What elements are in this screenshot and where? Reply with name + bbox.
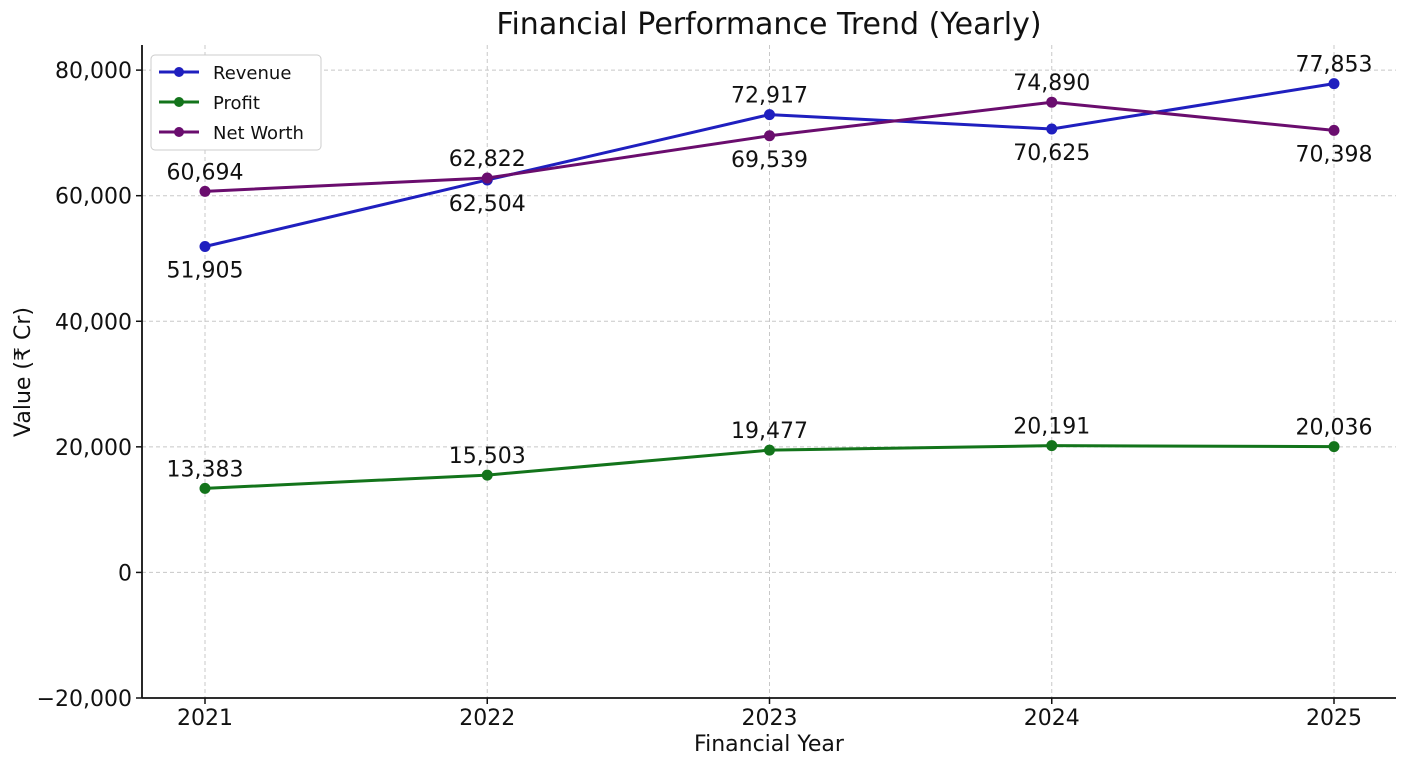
x-tick-label: 2021 xyxy=(177,706,233,731)
legend-revenue-label: Revenue xyxy=(213,63,291,84)
net-worth-data-label: 62,822 xyxy=(449,147,526,172)
profit-data-label: 15,503 xyxy=(449,444,526,469)
grid xyxy=(142,45,1396,698)
net-worth-data-label: 60,694 xyxy=(167,160,244,185)
legend-box xyxy=(150,54,322,151)
profit-point xyxy=(199,482,211,494)
revenue-data-label: 77,853 xyxy=(1296,53,1373,78)
net-worth-point xyxy=(199,185,211,197)
revenue-data-label: 62,504 xyxy=(449,192,526,217)
revenue-data-label: 72,917 xyxy=(731,84,808,109)
profit-data-label: 13,383 xyxy=(167,457,244,482)
legend-profit-marker xyxy=(174,97,184,107)
data-labels: 51,905 62,504 72,917 70,625 77,853 13,383 15,5… xyxy=(167,53,1373,483)
x-tick-label: 2024 xyxy=(1024,706,1080,731)
profit-data-label: 20,036 xyxy=(1296,416,1373,441)
revenue-point xyxy=(764,109,775,121)
y-tick-label: 20,000 xyxy=(55,436,132,461)
legend-profit-label: Profit xyxy=(213,93,260,114)
y-tick-label: −20,000 xyxy=(37,687,132,712)
net-worth-point xyxy=(1328,124,1340,136)
series-layer xyxy=(199,78,1340,494)
x-tick-label: 2023 xyxy=(742,706,798,731)
revenue-point xyxy=(1328,78,1340,90)
profit-point xyxy=(481,469,493,481)
y-tick-label: 60,000 xyxy=(55,185,132,210)
y-axis-label: Value (₹ Cr) xyxy=(11,307,36,437)
revenue-data-label: 70,625 xyxy=(1013,141,1090,166)
revenue-point xyxy=(199,241,211,253)
chart-title: Financial Performance Trend (Yearly) xyxy=(496,7,1041,42)
revenue-point xyxy=(1046,123,1058,135)
x-axis-ticks: 2021 2022 2023 2024 2025 xyxy=(177,698,1362,731)
net-worth-point xyxy=(481,172,493,184)
legend-revenue-marker xyxy=(174,67,184,77)
net-worth-point xyxy=(1046,96,1058,108)
legend-net-worth-label: Net Worth xyxy=(213,123,304,144)
net-worth-data-label: 69,539 xyxy=(731,148,808,173)
y-axis-ticks: −20,000 0 20,000 40,000 60,000 80,000 xyxy=(37,59,142,712)
profit-data-label: 19,477 xyxy=(731,419,808,444)
x-tick-label: 2022 xyxy=(459,706,515,731)
net-worth-data-label: 74,890 xyxy=(1013,71,1090,96)
profit-point xyxy=(1328,441,1340,453)
y-tick-label: 80,000 xyxy=(55,59,132,84)
x-axis-label: Financial Year xyxy=(694,732,845,757)
net-worth-point xyxy=(764,130,775,142)
y-tick-label: 40,000 xyxy=(55,310,132,335)
net-worth-data-label: 70,398 xyxy=(1296,142,1373,167)
x-tick-label: 2025 xyxy=(1306,706,1362,731)
y-tick-label: 0 xyxy=(118,561,132,586)
legend-net-worth-marker xyxy=(174,127,184,137)
profit-point xyxy=(1046,440,1058,452)
profit-point xyxy=(764,444,775,456)
profit-data-label: 20,191 xyxy=(1013,415,1090,440)
revenue-data-label: 51,905 xyxy=(167,259,244,284)
legend: Revenue Profit Net Worth xyxy=(150,54,322,151)
